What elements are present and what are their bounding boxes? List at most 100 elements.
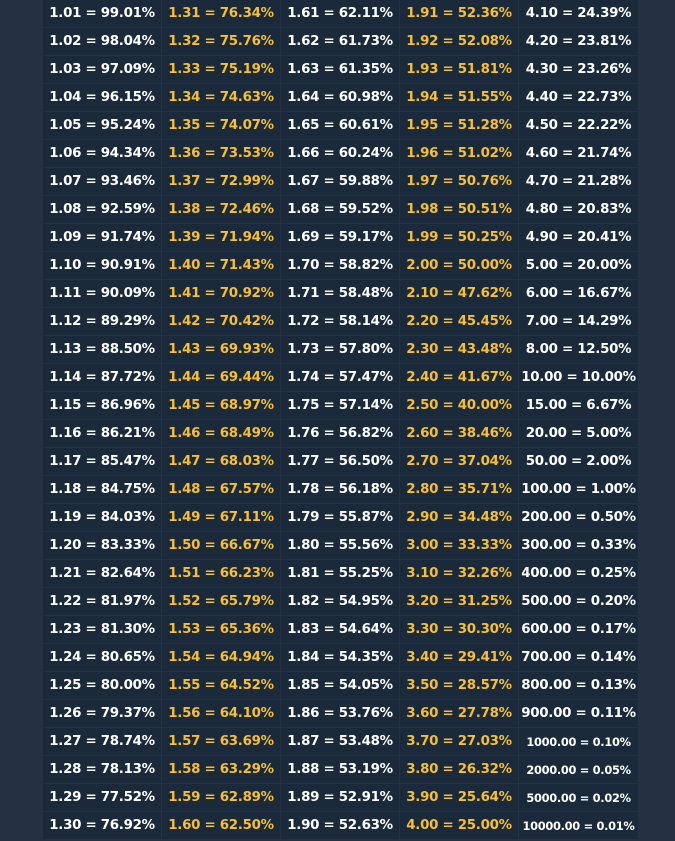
- odds-cell: 2.60 = 38.46%: [400, 420, 518, 447]
- odds-cell: 1.46 = 68.49%: [162, 420, 280, 447]
- odds-cell: 1.99 = 50.25%: [400, 224, 518, 251]
- odds-cell: 1.17 = 85.47%: [43, 448, 161, 475]
- odds-cell: 1.45 = 68.97%: [162, 392, 280, 419]
- odds-cell: 1.67 = 59.88%: [281, 168, 399, 195]
- odds-cell: 8.00 = 12.50%: [519, 336, 638, 363]
- odds-cell: 1.10 = 90.91%: [43, 252, 161, 279]
- odds-cell: 1.49 = 67.11%: [162, 504, 280, 531]
- odds-cell: 1.20 = 83.33%: [43, 532, 161, 559]
- odds-cell: 50.00 = 2.00%: [519, 448, 638, 475]
- odds-cell: 1.74 = 57.47%: [281, 364, 399, 391]
- odds-cell: 3.50 = 28.57%: [400, 672, 518, 699]
- odds-cell: 1.59 = 62.89%: [162, 784, 280, 811]
- odds-cell: 1.93 = 51.81%: [400, 56, 518, 83]
- odds-cell: 1.63 = 61.35%: [281, 56, 399, 83]
- odds-cell: 100.00 = 1.00%: [519, 476, 638, 503]
- odds-cell: 1.01 = 99.01%: [43, 0, 161, 27]
- odds-cell: 20.00 = 5.00%: [519, 420, 638, 447]
- odds-cell: 1.68 = 59.52%: [281, 196, 399, 223]
- odds-cell: 4.50 = 22.22%: [519, 112, 638, 139]
- odds-cell: 500.00 = 0.20%: [519, 588, 638, 615]
- odds-cell: 1.35 = 74.07%: [162, 112, 280, 139]
- odds-cell: 3.10 = 32.26%: [400, 560, 518, 587]
- odds-cell: 1.56 = 64.10%: [162, 700, 280, 727]
- odds-cell: 1.30 = 76.92%: [43, 812, 161, 839]
- odds-cell: 1.34 = 74.63%: [162, 84, 280, 111]
- odds-cell: 2.90 = 34.48%: [400, 504, 518, 531]
- odds-cell: 1.07 = 93.46%: [43, 168, 161, 195]
- odds-cell: 1.31 = 76.34%: [162, 0, 280, 27]
- odds-cell: 1.15 = 86.96%: [43, 392, 161, 419]
- odds-cell: 1.09 = 91.74%: [43, 224, 161, 251]
- odds-cell: 1.18 = 84.75%: [43, 476, 161, 503]
- odds-cell: 15.00 = 6.67%: [519, 392, 638, 419]
- odds-cell: 1.81 = 55.25%: [281, 560, 399, 587]
- odds-cell: 1.73 = 57.80%: [281, 336, 399, 363]
- odds-cell: 1.29 = 77.52%: [43, 784, 161, 811]
- odds-cell: 1.13 = 88.50%: [43, 336, 161, 363]
- odds-cell: 2000.00 = 0.05%: [519, 756, 638, 783]
- odds-cell: 1.03 = 97.09%: [43, 56, 161, 83]
- odds-cell: 1.86 = 53.76%: [281, 700, 399, 727]
- odds-cell: 1.28 = 78.13%: [43, 756, 161, 783]
- odds-cell: 1.04 = 96.15%: [43, 84, 161, 111]
- odds-cell: 2.40 = 41.67%: [400, 364, 518, 391]
- odds-probability-table: 1.01 = 99.01% 1.31 = 76.34% 1.61 = 62.11% 1…: [43, 0, 638, 839]
- odds-cell: 3.80 = 26.32%: [400, 756, 518, 783]
- odds-cell: 1.52 = 65.79%: [162, 588, 280, 615]
- odds-cell: 1.39 = 71.94%: [162, 224, 280, 251]
- odds-cell: 1.79 = 55.87%: [281, 504, 399, 531]
- odds-cell: 1.66 = 60.24%: [281, 140, 399, 167]
- odds-cell: 200.00 = 0.50%: [519, 504, 638, 531]
- odds-cell: 1.97 = 50.76%: [400, 168, 518, 195]
- odds-cell: 1.75 = 57.14%: [281, 392, 399, 419]
- odds-cell: 2.10 = 47.62%: [400, 280, 518, 307]
- odds-cell: 4.30 = 23.26%: [519, 56, 638, 83]
- odds-cell: 1.62 = 61.73%: [281, 28, 399, 55]
- odds-cell: 600.00 = 0.17%: [519, 616, 638, 643]
- odds-cell: 1000.00 = 0.10%: [519, 728, 638, 755]
- odds-cell: 4.90 = 20.41%: [519, 224, 638, 251]
- odds-cell: 4.40 = 22.73%: [519, 84, 638, 111]
- odds-cell: 2.80 = 35.71%: [400, 476, 518, 503]
- odds-cell: 1.64 = 60.98%: [281, 84, 399, 111]
- odds-cell: 300.00 = 0.33%: [519, 532, 638, 559]
- odds-cell: 7.00 = 14.29%: [519, 308, 638, 335]
- odds-cell: 1.60 = 62.50%: [162, 812, 280, 839]
- odds-cell: 1.58 = 63.29%: [162, 756, 280, 783]
- odds-cell: 1.55 = 64.52%: [162, 672, 280, 699]
- odds-cell: 1.54 = 64.94%: [162, 644, 280, 671]
- odds-cell: 2.20 = 45.45%: [400, 308, 518, 335]
- odds-cell: 3.90 = 25.64%: [400, 784, 518, 811]
- odds-cell: 1.89 = 52.91%: [281, 784, 399, 811]
- odds-cell: 1.24 = 80.65%: [43, 644, 161, 671]
- odds-cell: 1.19 = 84.03%: [43, 504, 161, 531]
- odds-cell: 700.00 = 0.14%: [519, 644, 638, 671]
- odds-cell: 1.48 = 67.57%: [162, 476, 280, 503]
- odds-cell: 1.50 = 66.67%: [162, 532, 280, 559]
- odds-cell: 900.00 = 0.11%: [519, 700, 638, 727]
- odds-cell: 1.72 = 58.14%: [281, 308, 399, 335]
- odds-cell: 1.41 = 70.92%: [162, 280, 280, 307]
- odds-cell: 1.51 = 66.23%: [162, 560, 280, 587]
- odds-cell: 1.90 = 52.63%: [281, 812, 399, 839]
- odds-cell: 3.30 = 30.30%: [400, 616, 518, 643]
- odds-cell: 2.30 = 43.48%: [400, 336, 518, 363]
- odds-cell: 1.11 = 90.09%: [43, 280, 161, 307]
- odds-cell: 3.70 = 27.03%: [400, 728, 518, 755]
- odds-cell: 1.61 = 62.11%: [281, 0, 399, 27]
- odds-cell: 1.53 = 65.36%: [162, 616, 280, 643]
- odds-cell: 1.71 = 58.48%: [281, 280, 399, 307]
- odds-cell: 1.16 = 86.21%: [43, 420, 161, 447]
- odds-cell: 1.14 = 87.72%: [43, 364, 161, 391]
- odds-cell: 1.80 = 55.56%: [281, 532, 399, 559]
- odds-cell: 1.47 = 68.03%: [162, 448, 280, 475]
- odds-cell: 1.22 = 81.97%: [43, 588, 161, 615]
- odds-cell: 1.12 = 89.29%: [43, 308, 161, 335]
- odds-cell: 1.88 = 53.19%: [281, 756, 399, 783]
- odds-cell: 10000.00 = 0.01%: [519, 812, 638, 839]
- odds-cell: 800.00 = 0.13%: [519, 672, 638, 699]
- odds-cell: 5000.00 = 0.02%: [519, 784, 638, 811]
- odds-cell: 400.00 = 0.25%: [519, 560, 638, 587]
- odds-cell: 1.95 = 51.28%: [400, 112, 518, 139]
